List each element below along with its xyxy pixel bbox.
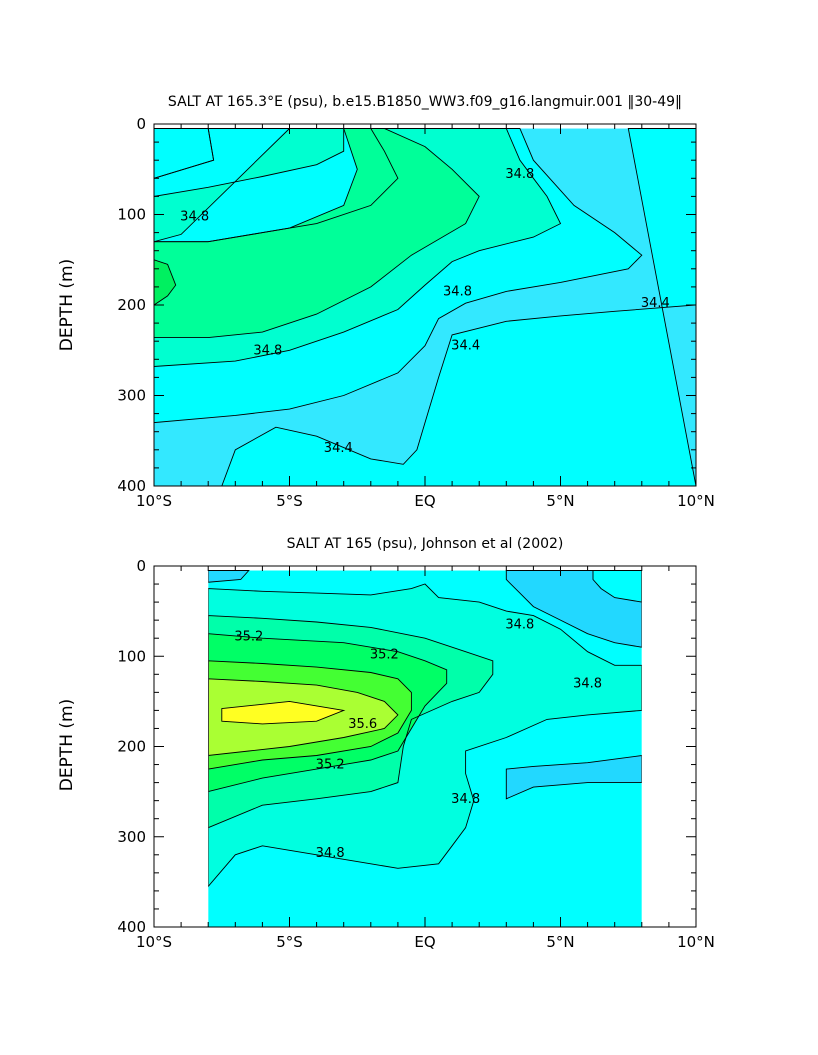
contour-label-6: 34.8 <box>451 792 480 807</box>
model-panel-title: SALT AT 165.3°E (psu), b.e15.B1850_WW3.f… <box>168 94 682 110</box>
x-tick-label-2: EQ <box>414 933 435 951</box>
observed-contour-fills <box>154 566 696 927</box>
contour-label-4: 34.8 <box>505 618 534 633</box>
contour-region-5 <box>154 128 480 338</box>
x-tick-label-1: 5°S <box>276 933 303 951</box>
y-tick-label-4: 400 <box>117 477 146 495</box>
contour-region-10 <box>221 701 344 724</box>
contour-label-2: 35.6 <box>348 717 377 732</box>
contour-label-2: 34.8 <box>443 284 472 299</box>
model-contour-fills <box>154 124 697 486</box>
y-tick-label-0: 0 <box>136 557 146 575</box>
y-tick-label-4: 400 <box>117 918 146 936</box>
contour-region-4 <box>593 570 642 603</box>
contour-label-7: 34.8 <box>316 846 345 861</box>
contour-label-1: 35.2 <box>370 647 399 662</box>
contour-region-6 <box>154 259 176 305</box>
model-y-axis-title: DEPTH (m) <box>57 259 77 351</box>
model-contour-labels: 34.8 34.8 34.8 34.8 34.4 34.4 34.4 <box>180 167 670 456</box>
contour-line-9 <box>207 678 399 757</box>
observed-salinity-panel: SALT AT 165 (psu), Johnson et al (2002) … <box>57 536 715 951</box>
contour-line-8 <box>207 660 412 770</box>
y-tick-label-1: 100 <box>117 206 146 224</box>
model-plot-frame <box>153 123 697 487</box>
x-tick-label-0: 10°S <box>136 933 172 951</box>
contour-line-10 <box>221 700 346 725</box>
observed-y-axis-title: DEPTH (m) <box>57 699 77 791</box>
contour-line-5 <box>207 583 643 888</box>
y-tick-label-1: 100 <box>117 647 146 665</box>
y-tick-label-2: 200 <box>117 738 146 756</box>
model-axis-ticks: 10°S 5°S EQ 5°N 10°N 0 100 200 300 400 <box>117 115 715 510</box>
contour-line-7 <box>207 633 448 793</box>
x-tick-label-3: 5°N <box>546 933 574 951</box>
x-tick-label-3: 5°N <box>546 492 574 510</box>
contour-label-0: 35.2 <box>234 629 263 644</box>
model-salinity-panel: SALT AT 165.3°E (psu), b.e15.B1850_WW3.f… <box>57 94 715 510</box>
contour-label-3: 34.8 <box>253 343 282 358</box>
y-tick-label-3: 300 <box>117 387 146 405</box>
contour-label-6: 34.4 <box>324 441 353 456</box>
x-tick-label-1: 5°S <box>276 492 303 510</box>
contour-label-0: 34.8 <box>180 209 209 224</box>
contour-region-1 <box>154 128 214 179</box>
x-tick-label-2: EQ <box>414 492 435 510</box>
contour-line-5 <box>153 128 480 339</box>
contour-line-4 <box>153 128 562 367</box>
y-tick-label-0: 0 <box>136 115 146 133</box>
contour-label-5: 34.4 <box>641 296 670 311</box>
contour-region-3 <box>221 128 697 486</box>
observed-axis-ticks: 10°S 5°S EQ 5°N 10°N 0 100 200 300 400 <box>117 557 715 951</box>
observed-contour-labels: 35.2 35.2 35.6 35.2 34.8 34.8 34.8 34.8 <box>234 618 602 861</box>
contour-line-3 <box>221 128 697 487</box>
x-tick-label-4: 10°N <box>677 492 715 510</box>
x-tick-label-4: 10°N <box>677 933 715 951</box>
contour-label-3: 35.2 <box>316 758 345 773</box>
y-tick-label-2: 200 <box>117 296 146 314</box>
contour-label-5: 34.8 <box>573 676 602 691</box>
x-tick-label-0: 10°S <box>136 492 172 510</box>
contour-line-6 <box>207 615 494 829</box>
observed-panel-title: SALT AT 165 (psu), Johnson et al (2002) <box>287 536 564 552</box>
contour-line-2 <box>153 128 643 424</box>
contour-label-1: 34.8 <box>505 167 534 182</box>
contour-label-4: 34.4 <box>451 339 480 354</box>
observed-plot-frame <box>153 565 697 928</box>
y-tick-label-3: 300 <box>117 828 146 846</box>
